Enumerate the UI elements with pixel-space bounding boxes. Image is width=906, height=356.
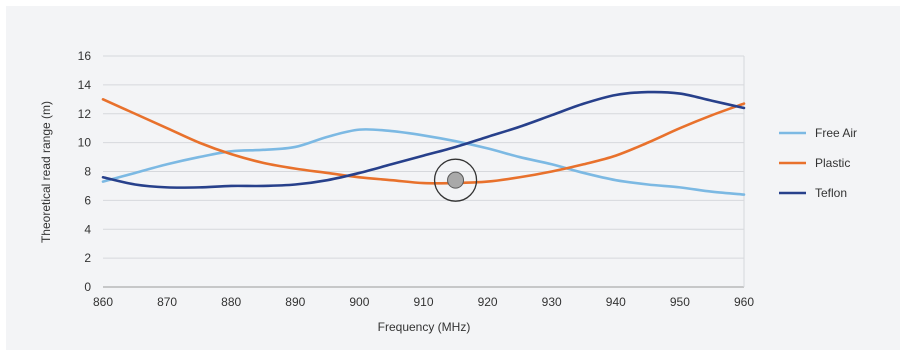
x-tick-label: 920 <box>478 295 498 309</box>
y-tick-label: 6 <box>84 193 91 207</box>
x-tick-label: 960 <box>734 295 754 309</box>
x-tick-label: 900 <box>349 295 369 309</box>
y-tick-label: 2 <box>84 251 91 265</box>
legend: Free Air Plastic Teflon <box>779 126 857 200</box>
highlight-marker <box>433 158 478 202</box>
legend-label-free-air: Free Air <box>815 126 857 140</box>
x-tick-label: 880 <box>221 295 241 309</box>
x-tick-label: 950 <box>670 295 690 309</box>
y-axis-label: Theoretical read range (m) <box>39 101 53 243</box>
legend-label-plastic: Plastic <box>815 156 850 170</box>
y-tick-label: 0 <box>84 280 91 294</box>
series-line-free-air <box>101 128 746 196</box>
x-axis-label: Frequency (MHz) <box>378 320 471 334</box>
grid-lines <box>103 55 745 288</box>
series-line-teflon <box>101 90 746 189</box>
marker-dot <box>447 171 465 189</box>
x-tick-label: 930 <box>542 295 562 309</box>
y-tick-label: 14 <box>78 78 92 92</box>
x-tick-label: 860 <box>93 295 113 309</box>
series-line-plastic <box>101 98 746 185</box>
series-lines <box>101 90 746 196</box>
y-tick-label: 10 <box>78 136 92 150</box>
x-tick-label: 890 <box>285 295 305 309</box>
x-tick-label: 940 <box>606 295 626 309</box>
legend-label-teflon: Teflon <box>815 186 847 200</box>
y-tick-label: 4 <box>84 222 91 236</box>
y-tick-label: 8 <box>84 165 91 179</box>
y-tick-label: 12 <box>78 107 92 121</box>
x-axis-ticks: 860 870 880 890 900 910 920 930 940 950 960 <box>93 295 754 309</box>
x-tick-label: 910 <box>413 295 433 309</box>
y-axis-ticks: 0 2 4 6 8 10 12 14 16 <box>78 49 92 294</box>
y-tick-label: 16 <box>78 49 92 63</box>
x-tick-label: 870 <box>157 295 177 309</box>
marker-ring <box>433 158 478 202</box>
